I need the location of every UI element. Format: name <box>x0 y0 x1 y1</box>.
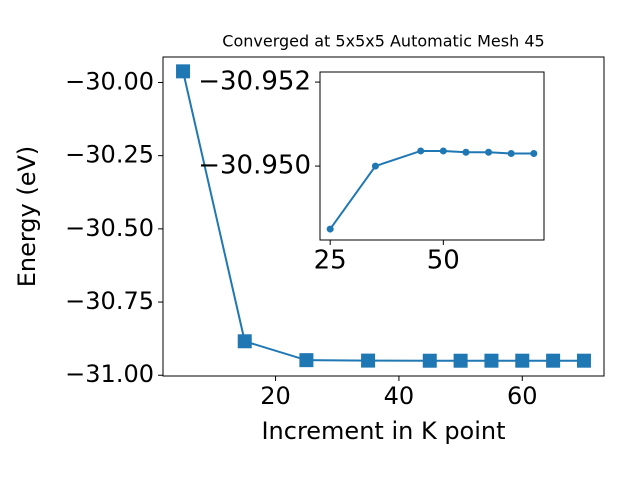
series-line <box>329 149 534 230</box>
marker <box>237 334 252 349</box>
marker <box>485 148 493 156</box>
x-tick-label: 25 <box>314 246 347 276</box>
x-tick-label: 20 <box>260 382 291 410</box>
marker <box>462 148 470 156</box>
axes-frame <box>319 71 545 241</box>
chart-title: Converged at 5x5x5 Automatic Mesh 45 <box>222 32 544 51</box>
marker <box>371 162 379 170</box>
marker <box>417 147 425 155</box>
marker <box>530 149 538 157</box>
x-axis-label: Increment in K point <box>261 417 505 445</box>
y-axis-label: Energy (eV) <box>13 146 41 288</box>
y-tick-label: −30.75 <box>65 287 154 315</box>
y-tick-label: −31.00 <box>65 360 154 388</box>
marker <box>484 353 499 368</box>
x-tick-label: 50 <box>427 246 460 276</box>
marker <box>326 225 334 233</box>
marker <box>546 353 561 368</box>
y-tick-label: −30.00 <box>65 67 154 95</box>
series-line <box>182 71 584 362</box>
marker <box>453 353 468 368</box>
marker <box>515 353 530 368</box>
marker <box>299 353 314 368</box>
x-tick-label: 60 <box>507 382 538 410</box>
marker <box>507 149 515 157</box>
y-tick-label: −30.950 <box>198 151 311 181</box>
marker <box>439 147 447 155</box>
y-tick-label: −30.25 <box>65 141 154 169</box>
marker <box>576 353 591 368</box>
marker <box>422 353 437 368</box>
marker <box>176 64 191 79</box>
marker <box>361 353 376 368</box>
y-tick-label: −30.50 <box>65 214 154 242</box>
x-tick-label: 40 <box>384 382 415 410</box>
y-tick-label: −30.952 <box>198 67 311 97</box>
